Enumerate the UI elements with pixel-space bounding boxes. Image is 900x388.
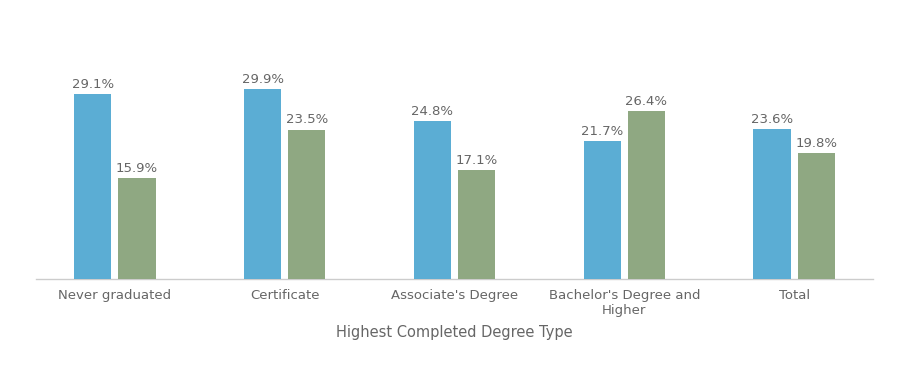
- Bar: [753, 129, 791, 279]
- Text: 15.9%: 15.9%: [116, 162, 158, 175]
- Text: 17.1%: 17.1%: [455, 154, 498, 167]
- Text: 24.8%: 24.8%: [411, 105, 454, 118]
- Text: 21.7%: 21.7%: [581, 125, 624, 138]
- Text: 23.6%: 23.6%: [751, 113, 793, 126]
- Bar: [627, 111, 665, 279]
- X-axis label: Highest Completed Degree Type: Highest Completed Degree Type: [337, 326, 572, 340]
- Bar: [118, 178, 156, 279]
- Text: 23.5%: 23.5%: [285, 113, 328, 126]
- Bar: [244, 89, 282, 279]
- Bar: [583, 141, 621, 279]
- Text: 29.1%: 29.1%: [72, 78, 113, 91]
- Bar: [74, 94, 112, 279]
- Bar: [288, 130, 326, 279]
- Text: 19.8%: 19.8%: [796, 137, 837, 150]
- Text: 26.4%: 26.4%: [626, 95, 668, 108]
- Text: 29.9%: 29.9%: [241, 73, 284, 86]
- Bar: [458, 170, 495, 279]
- Bar: [414, 121, 451, 279]
- Bar: [797, 153, 835, 279]
